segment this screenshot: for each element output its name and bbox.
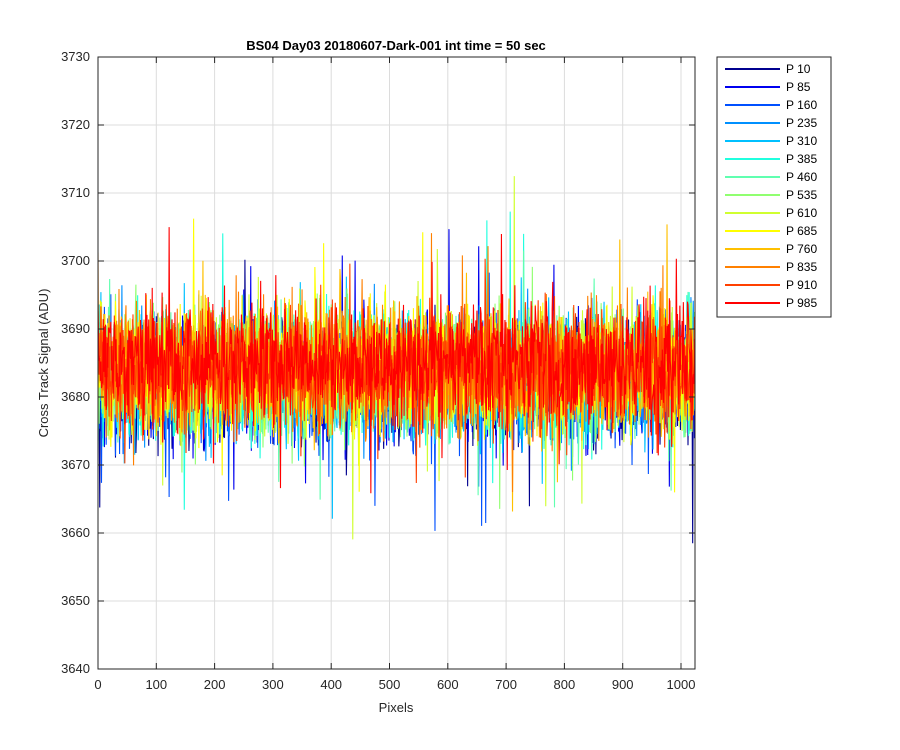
y-tick-label: 3690 — [61, 321, 90, 336]
x-tick-label: 300 — [262, 677, 284, 692]
chart-title: BS04 Day03 20180607-Dark-001 int time = … — [246, 38, 546, 53]
x-tick-label: 1000 — [667, 677, 696, 692]
legend-label: P 85 — [786, 80, 811, 94]
legend-label: P 685 — [786, 224, 817, 238]
y-axis-label: Cross Track Signal (ADU) — [36, 289, 51, 438]
series-line-p-985 — [98, 227, 695, 494]
legend-label: P 235 — [786, 116, 817, 130]
legend-label: P 10 — [786, 62, 811, 76]
legend-label: P 760 — [786, 242, 817, 256]
legend-label: P 310 — [786, 134, 817, 148]
y-tick-label: 3730 — [61, 49, 90, 64]
y-tick-label: 3720 — [61, 117, 90, 132]
y-tick-label: 3650 — [61, 593, 90, 608]
x-tick-label: 400 — [320, 677, 342, 692]
x-tick-label: 100 — [145, 677, 167, 692]
x-tick-label: 0 — [94, 677, 101, 692]
x-tick-label: 800 — [554, 677, 576, 692]
legend-label: P 160 — [786, 98, 817, 112]
legend-box — [716, 56, 832, 318]
y-tick-label: 3700 — [61, 253, 90, 268]
legend-label: P 910 — [786, 278, 817, 292]
y-tick-label: 3710 — [61, 185, 90, 200]
legend-label: P 460 — [786, 170, 817, 184]
plot-area — [98, 176, 695, 544]
ticks: 0 100 200 300 400 500 600 700 800 900 1000 3640 3650… — [61, 49, 695, 692]
legend-label: P 985 — [786, 296, 817, 310]
legend-label: P 385 — [786, 152, 817, 166]
axes-box — [97, 56, 696, 670]
legend: P 10 P 85 P 160 P 235 P 310 P 385 P 460 P 535 P … — [716, 56, 832, 318]
y-tick-label: 3640 — [61, 661, 90, 676]
legend-label: P 535 — [786, 188, 817, 202]
y-tick-label: 3670 — [61, 457, 90, 472]
legend-label: P 835 — [786, 260, 817, 274]
legend-label: P 610 — [786, 206, 817, 220]
x-tick-label: 700 — [495, 677, 517, 692]
x-tick-label: 500 — [379, 677, 401, 692]
x-tick-label: 900 — [612, 677, 634, 692]
x-axis-label: Pixels — [379, 700, 414, 715]
y-tick-label: 3660 — [61, 525, 90, 540]
x-tick-label: 200 — [204, 677, 226, 692]
y-tick-label: 3680 — [61, 389, 90, 404]
series-group — [98, 176, 695, 544]
x-tick-label: 600 — [437, 677, 459, 692]
